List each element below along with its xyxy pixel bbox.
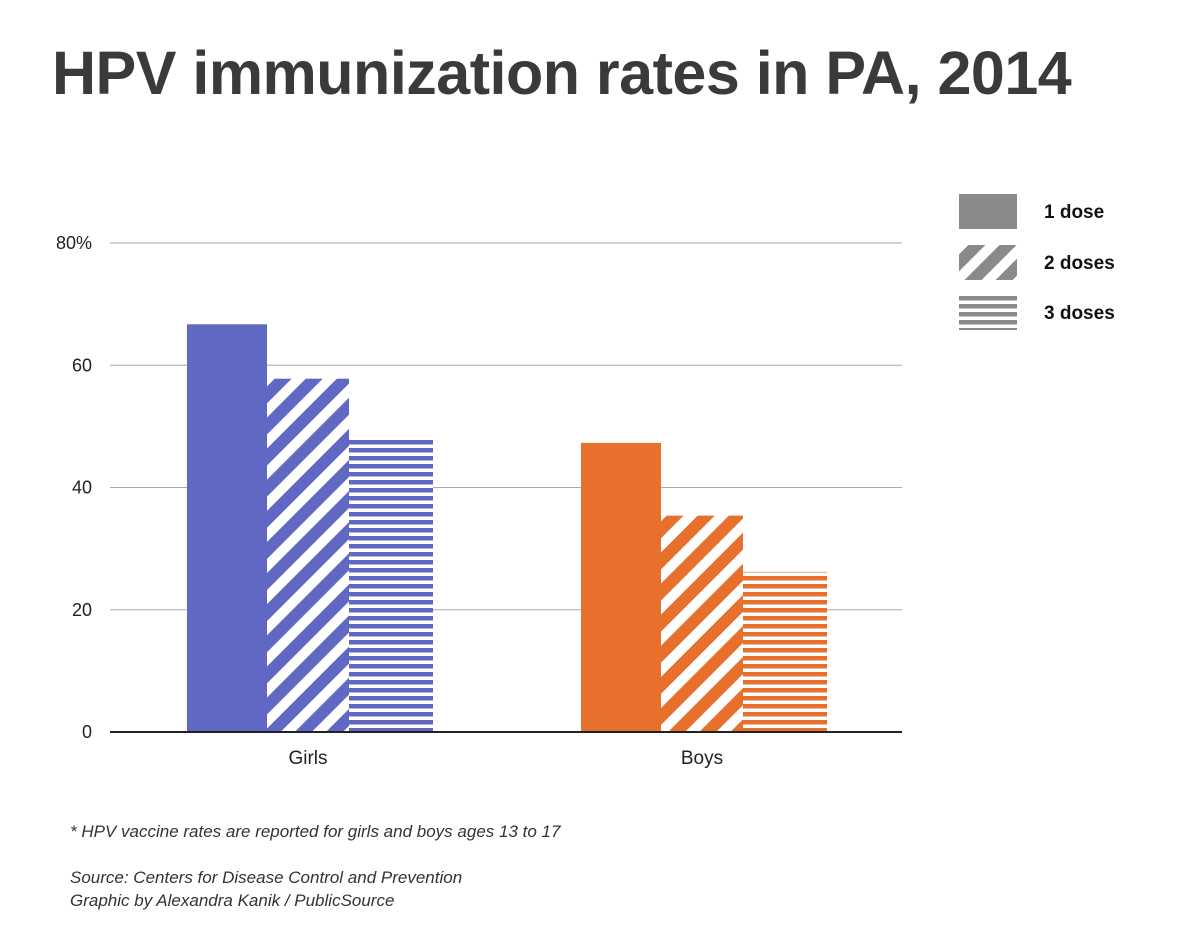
x-tick-label: Girls — [288, 748, 327, 769]
x-tick-label: Boys — [681, 748, 723, 769]
legend-swatch — [959, 194, 1017, 229]
legend-label: 3 doses — [1044, 303, 1115, 324]
legend-swatch — [959, 245, 1017, 280]
legend: 1 dose 2 doses 3 doses — [959, 194, 1115, 330]
y-tick-label: 0 — [82, 722, 92, 742]
bars — [187, 324, 827, 732]
y-tick-label: 60 — [72, 355, 92, 375]
axes: 0 20 40 60 80% Girls Boys — [56, 233, 902, 769]
bar-girls-1-dose — [187, 324, 267, 732]
bar-boys-1-dose — [581, 442, 661, 732]
legend-label: 1 dose — [1044, 202, 1104, 223]
bar-girls-2-doses — [267, 378, 349, 732]
footnote: * HPV vaccine rates are reported for gir… — [70, 822, 561, 841]
bar-girls-3-doses — [349, 437, 433, 732]
source-credit: Source: Centers for Disease Control and … — [70, 868, 463, 887]
bar-boys-3-doses — [743, 571, 827, 732]
y-tick-label: 40 — [72, 478, 92, 498]
chart-title: HPV immunization rates in PA, 2014 — [52, 39, 1072, 107]
graphic-credit: Graphic by Alexandra Kanik / PublicSourc… — [70, 891, 395, 910]
legend-swatch — [959, 295, 1017, 330]
bar-boys-2-doses — [661, 515, 743, 732]
y-tick-label: 20 — [72, 600, 92, 620]
legend-label: 2 doses — [1044, 253, 1115, 274]
y-tick-label: 80% — [56, 233, 92, 253]
